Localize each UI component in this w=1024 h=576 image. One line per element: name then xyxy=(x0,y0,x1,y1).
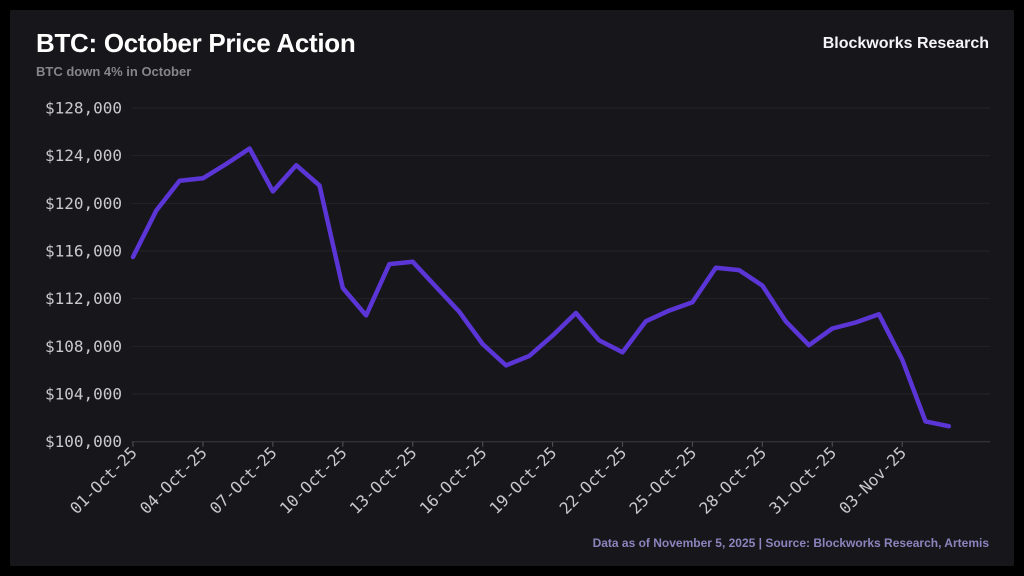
x-tick-label: 25-Oct-25 xyxy=(626,443,701,518)
x-tick-label: 10-Oct-25 xyxy=(276,443,351,518)
x-tick-label: 07-Oct-25 xyxy=(206,443,281,518)
chart-title: BTC: October Price Action xyxy=(36,28,356,58)
source-note: Data as of November 5, 2025 | Source: Bl… xyxy=(592,536,989,550)
brand-text: Blockworks Research xyxy=(822,35,989,52)
y-tick-label: $108,000 xyxy=(45,337,122,356)
price-line xyxy=(130,146,952,429)
x-tick-label: 03-Nov-25 xyxy=(835,443,910,518)
x-tick-label: 28-Oct-25 xyxy=(695,443,770,518)
x-tick-label: 19-Oct-25 xyxy=(486,443,561,518)
y-tick-label: $116,000 xyxy=(45,242,122,261)
y-tick-label: $104,000 xyxy=(45,385,122,404)
y-tick-label: $100,000 xyxy=(45,432,122,451)
x-tick-label: 31-Oct-25 xyxy=(765,443,840,518)
chart-subtitle: BTC down 4% in October xyxy=(36,64,192,79)
y-tick-label: $128,000 xyxy=(45,99,122,118)
chart-panel xyxy=(10,10,1014,566)
x-tick-label: 22-Oct-25 xyxy=(556,443,631,518)
x-tick-label: 01-Oct-25 xyxy=(66,443,141,518)
y-tick-label: $124,000 xyxy=(45,146,122,165)
x-tick-label: 16-Oct-25 xyxy=(416,443,491,518)
y-tick-label: $112,000 xyxy=(45,289,122,308)
x-tick-label: 13-Oct-25 xyxy=(346,443,421,518)
y-tick-label: $120,000 xyxy=(45,194,122,213)
x-tick-label: 04-Oct-25 xyxy=(136,443,211,518)
